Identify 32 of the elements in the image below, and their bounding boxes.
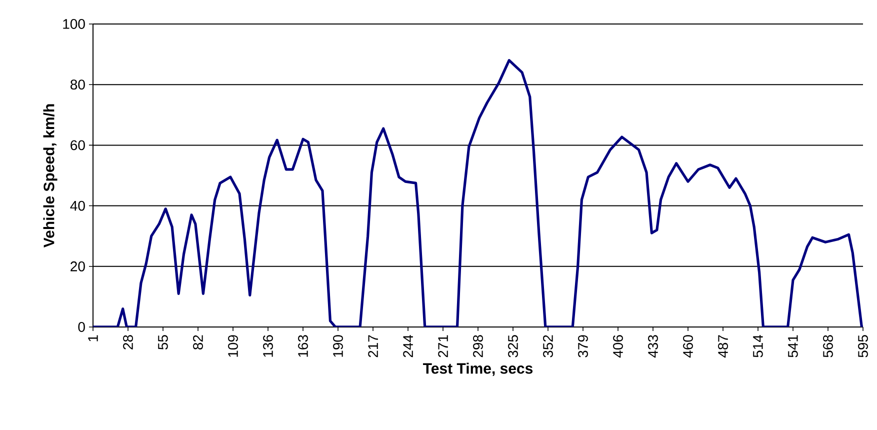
y-tick-label: 20 (70, 261, 85, 272)
y-tick-label: 40 (70, 200, 85, 211)
x-tick-label: 217 (368, 335, 378, 358)
x-tick-label: 595 (858, 335, 868, 358)
x-axis-title: Test Time, secs (423, 362, 533, 376)
y-tick-label: 80 (70, 80, 85, 90)
x-tick-label: 244 (403, 334, 413, 358)
x-tick-label: 379 (578, 335, 588, 358)
x-tick-label: 109 (228, 335, 238, 357)
x-tick-label: 433 (648, 335, 658, 358)
x-tick-label: 568 (823, 335, 833, 358)
y-tick-label: 100 (63, 19, 85, 29)
x-tick-label: 298 (473, 335, 483, 358)
x-tick-label: 325 (508, 335, 518, 358)
x-tick-label: 190 (333, 335, 343, 357)
x-tick-label: 271 (438, 335, 448, 358)
y-axis-title: Vehicle Speed, km/h (43, 104, 58, 248)
x-tick-label: 55 (158, 335, 168, 350)
line-series (93, 59, 863, 327)
y-tick-label: 60 (70, 140, 85, 150)
x-tick-label: 163 (298, 335, 308, 357)
x-tick-label: 1 (88, 335, 98, 342)
x-tick-label: 136 (263, 335, 273, 357)
x-tick-label: 541 (788, 335, 798, 358)
y-tick-label: 0 (78, 322, 85, 332)
x-tick-label: 352 (543, 335, 553, 358)
x-tick-label: 28 (123, 335, 133, 350)
x-tick-label: 487 (718, 335, 728, 358)
x-tick-label: 406 (613, 335, 623, 358)
x-tick-label: 82 (193, 335, 203, 350)
x-tick-label: 460 (683, 335, 693, 358)
x-tick-label: 514 (753, 334, 763, 358)
